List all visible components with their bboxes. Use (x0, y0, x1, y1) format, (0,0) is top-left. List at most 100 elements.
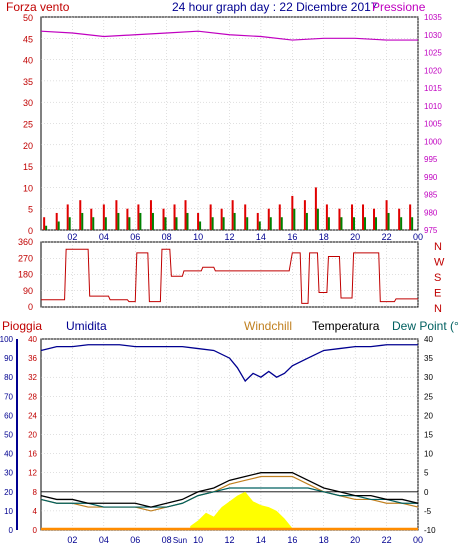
wind-x-tick-label: 12 (224, 232, 234, 242)
dir-y-tick-label: 360 (18, 237, 33, 247)
pressure-y-tick-label: 990 (424, 173, 438, 182)
pressure-y-tick-label: 985 (424, 191, 438, 200)
temp-y-tick-label: 20 (424, 411, 433, 420)
wind-direction-line (41, 248, 418, 304)
wind-x-tick-label: 18 (319, 232, 329, 242)
humidity-y-tick-label: 30 (4, 469, 13, 478)
humidity-y-tick-label: 80 (4, 373, 13, 382)
temp-x-tick-label: 12 (224, 535, 234, 545)
compass-label: N (434, 241, 442, 253)
temp-y-tick-label: 35 (424, 354, 433, 363)
pressure-line (40, 30, 418, 41)
rain-y-tick-label: 32 (28, 373, 37, 382)
temp-y-axis: -10 -5 0 5 10 15 20 25 30 35 40 (424, 335, 436, 535)
rain-y-tick-label: 12 (28, 469, 37, 478)
rain-y-tick-label: 36 (28, 354, 37, 363)
temp-series (40, 344, 419, 512)
header-left-label: Forza vento (6, 0, 70, 14)
pressure-y-tick-label: 995 (424, 155, 438, 164)
wind-y-tick-label: 30 (23, 98, 33, 108)
wind-y-tick-label: 40 (23, 56, 33, 66)
temp-x-tick-label: 10 (193, 535, 203, 545)
humidity-line (40, 344, 418, 383)
temp-y-tick-label: 5 (424, 469, 429, 478)
pressure-y-tick-label: 1030 (424, 31, 442, 40)
header-title: 24 hour graph day : 22 Dicembre 2017 (172, 0, 378, 14)
temp-x-tick-label: 00 (413, 535, 423, 545)
wind-y-tick-label: 10 (23, 183, 33, 193)
wind-x-tick-label: 22 (382, 232, 392, 242)
wind-y-tick-label: 45 (23, 34, 33, 44)
pressure-y-tick-label: 1010 (424, 102, 442, 111)
temp-y-tick-label: 10 (424, 450, 433, 459)
humidity-y-tick-label: 20 (4, 488, 13, 497)
pressure-y-tick-label: 975 (424, 226, 438, 235)
wind-x-tick-label: 14 (256, 232, 266, 242)
temp-x-tick-label: 06 (130, 535, 140, 545)
humidity-y-tick-label: 10 (4, 507, 13, 516)
wind-x-tick-label: 02 (67, 232, 77, 242)
temp-x-tick-label: 02 (67, 535, 77, 545)
compass-label: E (434, 287, 441, 299)
pressure-y-tick-label: 1000 (424, 137, 442, 146)
wind-y-tick-label: 25 (23, 120, 33, 130)
rain-y-tick-label: 40 (28, 335, 37, 344)
temp-x-tick-label: 16 (287, 535, 297, 545)
temp-x-tick-label: 08 (162, 535, 172, 545)
humidity-y-axis: 0 10 20 30 40 50 60 70 80 90 100 0 4 8 12 16 20 24 28 32 36 4… (0, 335, 38, 535)
sun-area (190, 491, 293, 530)
wind-y-tick-label: 15 (23, 162, 33, 172)
sun-series (41, 491, 418, 531)
pressure-y-tick-label: 980 (424, 208, 438, 217)
header-right-label: Pressione (372, 0, 426, 14)
wind-x-tick-label: 10 (193, 232, 203, 242)
humidity-y-tick-label: 0 (9, 526, 14, 535)
temp-x-axis: 02 04 06 08 10 12 14 16 18 20 22 00 Sun (67, 535, 423, 545)
temp-x-tick-label: 18 (319, 535, 329, 545)
wind-panel-frame (40, 16, 419, 231)
legend-windchill: Windchill (244, 319, 292, 333)
temp-y-tick-label: 25 (424, 392, 433, 401)
temp-x-tick-label: 14 (256, 535, 266, 545)
wind-y-tick-label: 20 (23, 141, 33, 151)
temp-x-tick-label: 04 (99, 535, 109, 545)
temp-y-tick-label: 30 (424, 373, 433, 382)
dir-y-tick-label: 0 (28, 302, 33, 312)
rain-y-tick-label: 16 (28, 450, 37, 459)
pressure-y-tick-label: 1025 (424, 49, 442, 58)
wind-y-tick-label: 0 (28, 226, 33, 236)
rain-y-tick-label: 4 (33, 507, 38, 516)
humidity-y-tick-label: 40 (4, 450, 13, 459)
compass-label: N (434, 303, 442, 315)
wind-panel-grid (41, 16, 419, 231)
wind-y-tick-label: 50 (23, 13, 33, 23)
wind-y-tick-label: 5 (28, 205, 33, 215)
pressure-series (40, 30, 418, 41)
pressure-y-tick-label: 1020 (424, 66, 442, 75)
dir-y-tick-label: 90 (23, 286, 33, 296)
compass-label: W (434, 256, 445, 268)
temp-x-tick-label: 22 (382, 535, 392, 545)
temp-x-tick-label: 20 (350, 535, 360, 545)
humidity-y-tick-label: 70 (4, 392, 13, 401)
humidity-y-tick-label: 100 (0, 335, 14, 344)
pressure-y-tick-label: 1015 (424, 84, 442, 93)
wind-x-tick-label: 16 (287, 232, 297, 242)
legend-dew-point: Dew Point (°C (392, 319, 459, 333)
sunrise-label: Sun (173, 536, 187, 545)
temp-y-tick-label: 15 (424, 431, 433, 440)
wind-bars (43, 187, 414, 230)
wind-x-tick-label: 04 (99, 232, 109, 242)
pressure-y-tick-label: 1035 (424, 13, 442, 22)
temp-y-tick-label: 40 (424, 335, 433, 344)
rain-y-tick-label: 24 (28, 411, 37, 420)
wind-direction-y-axis: 0 90 180 270 360 (18, 237, 33, 312)
temp-grid (41, 338, 419, 531)
wind-direction-series (41, 248, 418, 304)
temp-y-tick-label: -5 (424, 507, 432, 516)
dir-y-tick-label: 180 (18, 270, 33, 280)
wind-y-axis: 0 5 10 15 20 25 30 35 40 45 50 (23, 13, 33, 236)
compass-label: S (434, 272, 441, 284)
